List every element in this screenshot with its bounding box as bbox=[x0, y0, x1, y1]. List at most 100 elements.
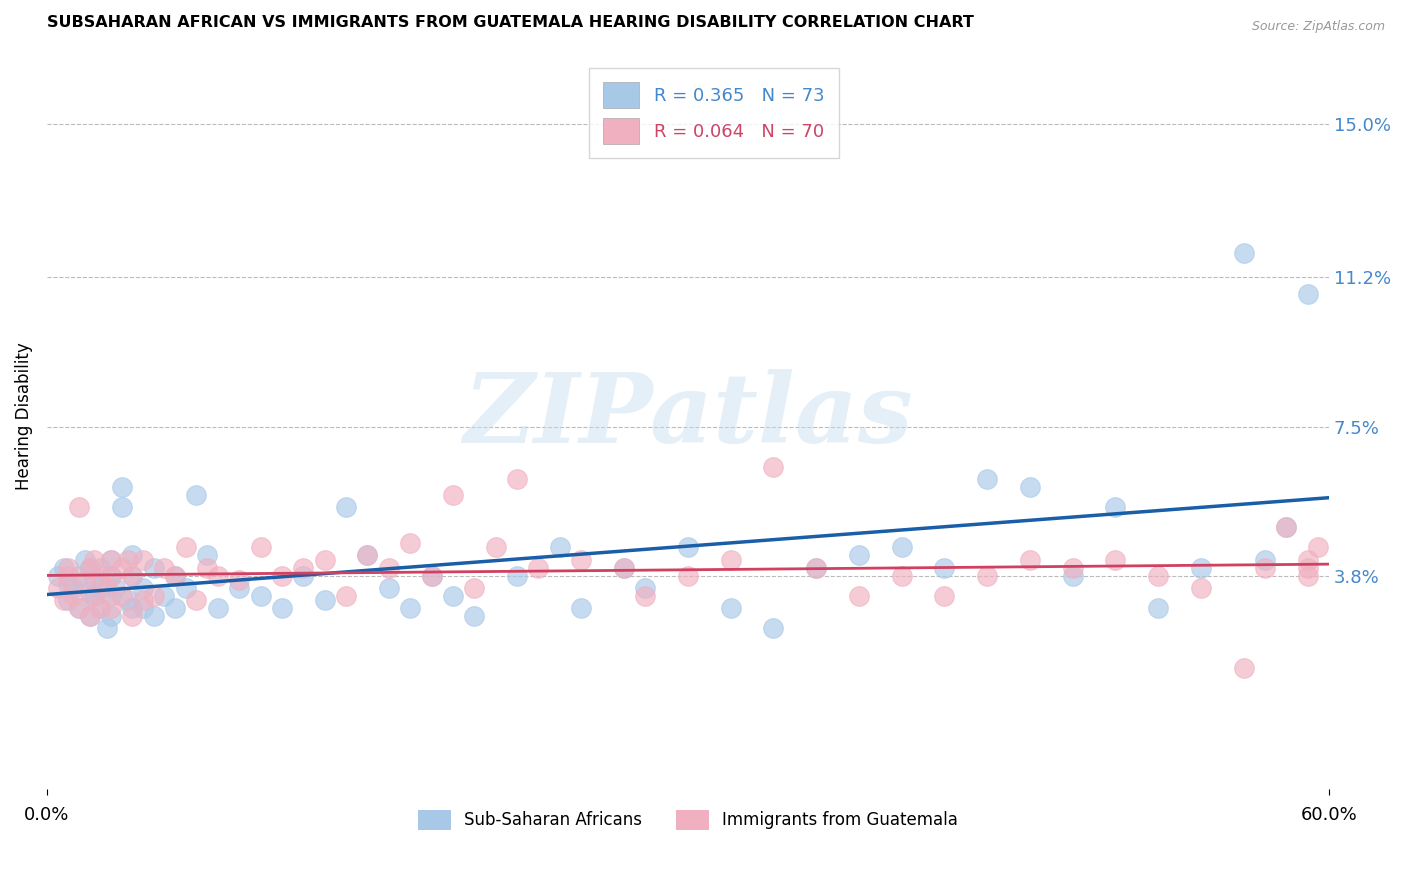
Point bbox=[89, 581, 111, 595]
Point bbox=[314, 552, 336, 566]
Point bbox=[1232, 246, 1254, 260]
Point bbox=[207, 600, 229, 615]
Point bbox=[83, 589, 105, 603]
Point bbox=[569, 600, 592, 615]
Point bbox=[58, 568, 80, 582]
Point bbox=[1308, 541, 1330, 555]
Point bbox=[1189, 560, 1212, 574]
Point bbox=[399, 536, 422, 550]
Point bbox=[1296, 568, 1319, 582]
Point bbox=[195, 549, 218, 563]
Point bbox=[1296, 560, 1319, 574]
Point bbox=[613, 560, 636, 574]
Point bbox=[58, 592, 80, 607]
Point bbox=[314, 592, 336, 607]
Point bbox=[720, 600, 742, 615]
Point bbox=[228, 581, 250, 595]
Point bbox=[111, 560, 134, 574]
Point bbox=[292, 568, 315, 582]
Point bbox=[762, 459, 785, 474]
Point bbox=[613, 560, 636, 574]
Point bbox=[111, 480, 134, 494]
Point bbox=[569, 552, 592, 566]
Point bbox=[1232, 661, 1254, 675]
Point bbox=[762, 621, 785, 635]
Point bbox=[67, 568, 90, 582]
Point bbox=[46, 568, 69, 582]
Point bbox=[1296, 286, 1319, 301]
Point bbox=[89, 560, 111, 574]
Point bbox=[153, 589, 176, 603]
Point bbox=[207, 568, 229, 582]
Point bbox=[121, 609, 143, 624]
Point bbox=[848, 549, 870, 563]
Point bbox=[100, 600, 122, 615]
Point bbox=[75, 552, 97, 566]
Point bbox=[142, 560, 165, 574]
Point bbox=[153, 560, 176, 574]
Point bbox=[132, 592, 155, 607]
Point bbox=[79, 584, 101, 599]
Point bbox=[676, 541, 699, 555]
Point bbox=[420, 568, 443, 582]
Point bbox=[67, 600, 90, 615]
Point bbox=[527, 560, 550, 574]
Point bbox=[79, 560, 101, 574]
Point bbox=[100, 568, 122, 582]
Point bbox=[186, 592, 208, 607]
Point bbox=[165, 568, 187, 582]
Point bbox=[174, 581, 197, 595]
Point bbox=[67, 600, 90, 615]
Point bbox=[89, 568, 111, 582]
Point bbox=[1018, 480, 1040, 494]
Point bbox=[121, 568, 143, 582]
Point bbox=[1296, 552, 1319, 566]
Point bbox=[83, 552, 105, 566]
Point bbox=[1147, 568, 1170, 582]
Point bbox=[292, 560, 315, 574]
Text: Source: ZipAtlas.com: Source: ZipAtlas.com bbox=[1251, 20, 1385, 33]
Point bbox=[249, 541, 271, 555]
Point bbox=[335, 589, 357, 603]
Point bbox=[1104, 552, 1126, 566]
Legend: Sub-Saharan Africans, Immigrants from Guatemala: Sub-Saharan Africans, Immigrants from Gu… bbox=[411, 803, 965, 837]
Point bbox=[75, 573, 97, 587]
Point bbox=[83, 573, 105, 587]
Point bbox=[53, 592, 76, 607]
Point bbox=[676, 568, 699, 582]
Point bbox=[104, 581, 127, 595]
Point bbox=[1254, 560, 1277, 574]
Point bbox=[934, 589, 956, 603]
Point bbox=[1147, 600, 1170, 615]
Point bbox=[271, 568, 294, 582]
Point bbox=[1062, 560, 1084, 574]
Point bbox=[634, 589, 657, 603]
Point bbox=[89, 600, 111, 615]
Point bbox=[804, 560, 827, 574]
Point bbox=[174, 541, 197, 555]
Point bbox=[1254, 552, 1277, 566]
Point bbox=[378, 581, 401, 595]
Point bbox=[848, 589, 870, 603]
Point bbox=[976, 472, 998, 486]
Point bbox=[1104, 500, 1126, 515]
Point bbox=[720, 552, 742, 566]
Point bbox=[58, 560, 80, 574]
Point bbox=[441, 589, 464, 603]
Point bbox=[1062, 568, 1084, 582]
Point bbox=[132, 581, 155, 595]
Point bbox=[142, 609, 165, 624]
Point bbox=[1275, 520, 1298, 534]
Point bbox=[506, 472, 529, 486]
Point bbox=[1275, 520, 1298, 534]
Point bbox=[132, 600, 155, 615]
Point bbox=[79, 560, 101, 574]
Point bbox=[485, 541, 508, 555]
Point bbox=[195, 560, 218, 574]
Point bbox=[548, 541, 571, 555]
Point bbox=[399, 600, 422, 615]
Point bbox=[58, 576, 80, 591]
Point bbox=[100, 552, 122, 566]
Point bbox=[79, 609, 101, 624]
Point bbox=[934, 560, 956, 574]
